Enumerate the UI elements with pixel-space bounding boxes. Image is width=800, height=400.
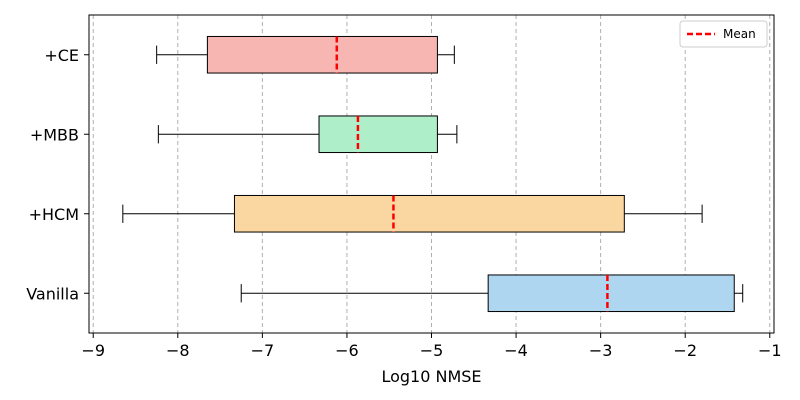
x-tick-label: −9 bbox=[81, 341, 105, 360]
box-group bbox=[122, 194, 703, 233]
y-tick-label: Vanilla bbox=[26, 284, 79, 303]
y-tick-label: +MBB bbox=[30, 125, 79, 144]
y-axis-ticks: +CE +MBB +HCM Vanilla bbox=[26, 46, 89, 303]
x-tick-label: −8 bbox=[166, 341, 190, 360]
x-axis-ticks: −9 −8 −7 −6 −5 −4 −3 −2 −1 bbox=[81, 333, 782, 360]
box-iqr bbox=[318, 115, 438, 154]
boxes bbox=[122, 35, 744, 313]
box-group bbox=[240, 274, 744, 313]
box-group bbox=[157, 115, 458, 154]
legend: Mean bbox=[679, 20, 768, 48]
box-iqr bbox=[206, 35, 438, 74]
x-tick-label: −7 bbox=[251, 341, 275, 360]
y-tick-label: +HCM bbox=[29, 205, 79, 224]
box-iqr bbox=[487, 274, 735, 313]
x-tick-label: −4 bbox=[504, 341, 528, 360]
y-tick-label: +CE bbox=[44, 46, 79, 65]
x-tick-label: −2 bbox=[673, 341, 697, 360]
legend-box bbox=[679, 20, 768, 48]
box-iqr bbox=[233, 194, 625, 233]
box-group bbox=[156, 35, 455, 74]
legend-mean-label: Mean bbox=[723, 27, 756, 41]
x-tick-label: −3 bbox=[589, 341, 613, 360]
x-tick-label: −5 bbox=[420, 341, 444, 360]
x-axis-title: Log10 NMSE bbox=[381, 367, 481, 386]
x-tick-label: −6 bbox=[335, 341, 359, 360]
x-tick-label: −1 bbox=[758, 341, 782, 360]
